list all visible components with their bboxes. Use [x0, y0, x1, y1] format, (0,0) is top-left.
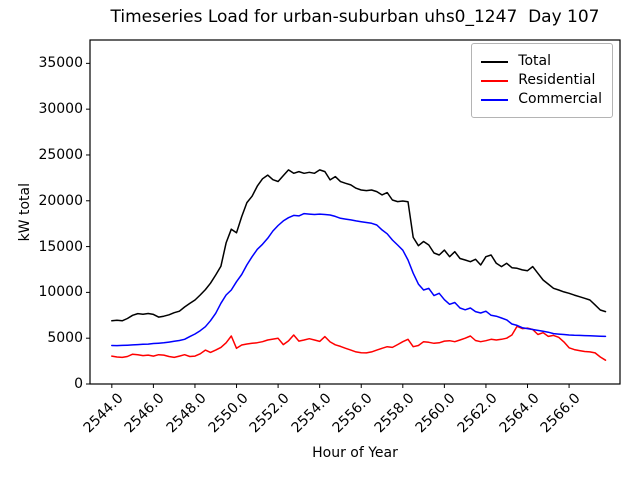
y-axis-label: kW total: [17, 182, 33, 242]
legend-line-commercial-icon: [481, 98, 509, 101]
legend-item-residential: Residential: [481, 72, 602, 89]
legend-label-total: Total: [518, 53, 551, 69]
legend-item-total: Total: [481, 53, 602, 70]
y-axis-label-wrap: kW total: [15, 40, 35, 384]
y-tick-label: 5000: [47, 330, 83, 347]
series-line-total: [111, 169, 607, 322]
y-tick-label: 25000: [38, 146, 83, 163]
chart-title: Timeseries Load for urban-suburban uhs0_…: [110, 7, 600, 27]
y-tick-label: 20000: [38, 192, 83, 209]
x-axis-label: Hour of Year: [312, 445, 398, 461]
y-tick-label: 15000: [38, 238, 83, 255]
series-line-commercial: [111, 212, 607, 347]
legend-item-commercial: Commercial: [481, 91, 602, 108]
legend: Total Residential Commercial: [471, 43, 613, 118]
legend-line-total-icon: [481, 60, 509, 63]
y-tick-label: 0: [74, 376, 83, 392]
legend-label-commercial: Commercial: [518, 91, 602, 107]
y-tick-label: 30000: [38, 101, 83, 118]
y-tick-label: 35000: [38, 55, 83, 72]
y-tick-label: 10000: [38, 284, 83, 301]
series-line-residential: [111, 325, 607, 361]
legend-label-residential: Residential: [518, 72, 596, 88]
axes-frame: [89, 39, 621, 385]
legend-line-residential-icon: [481, 79, 509, 82]
